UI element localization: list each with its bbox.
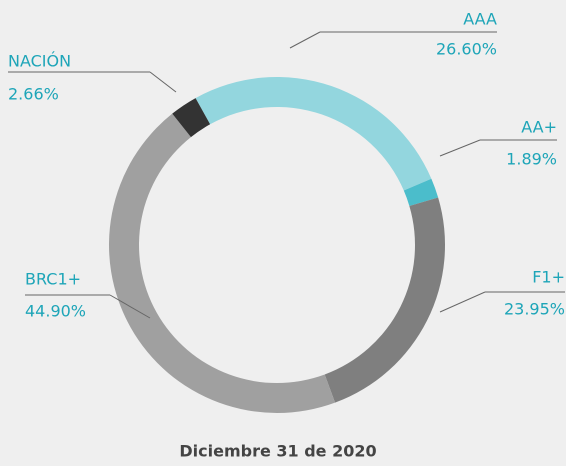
segment-name: BRC1+	[25, 270, 81, 289]
segment-name: AAA	[463, 10, 497, 29]
donut-segment	[108, 113, 336, 414]
leader-line	[439, 291, 486, 313]
caption: Diciembre 31 de 2020	[179, 442, 376, 461]
segment-value: 26.60%	[436, 40, 497, 59]
leader-line	[289, 31, 321, 49]
leader-line	[439, 139, 481, 157]
donut-segment	[195, 77, 432, 191]
segment-name: AA+	[521, 118, 557, 137]
segment-value: 23.95%	[504, 300, 565, 319]
segment-name: F1+	[532, 268, 565, 287]
donut-segment	[172, 98, 211, 138]
donut-segment	[324, 197, 446, 403]
donut-segment	[403, 178, 439, 206]
segment-value: 2.66%	[8, 85, 59, 104]
segment-name: NACIÓN	[8, 52, 71, 71]
leader-line	[109, 294, 151, 319]
segment-value: 1.89%	[506, 150, 557, 169]
segment-value: 44.90%	[25, 302, 86, 321]
leader-line	[149, 71, 177, 93]
